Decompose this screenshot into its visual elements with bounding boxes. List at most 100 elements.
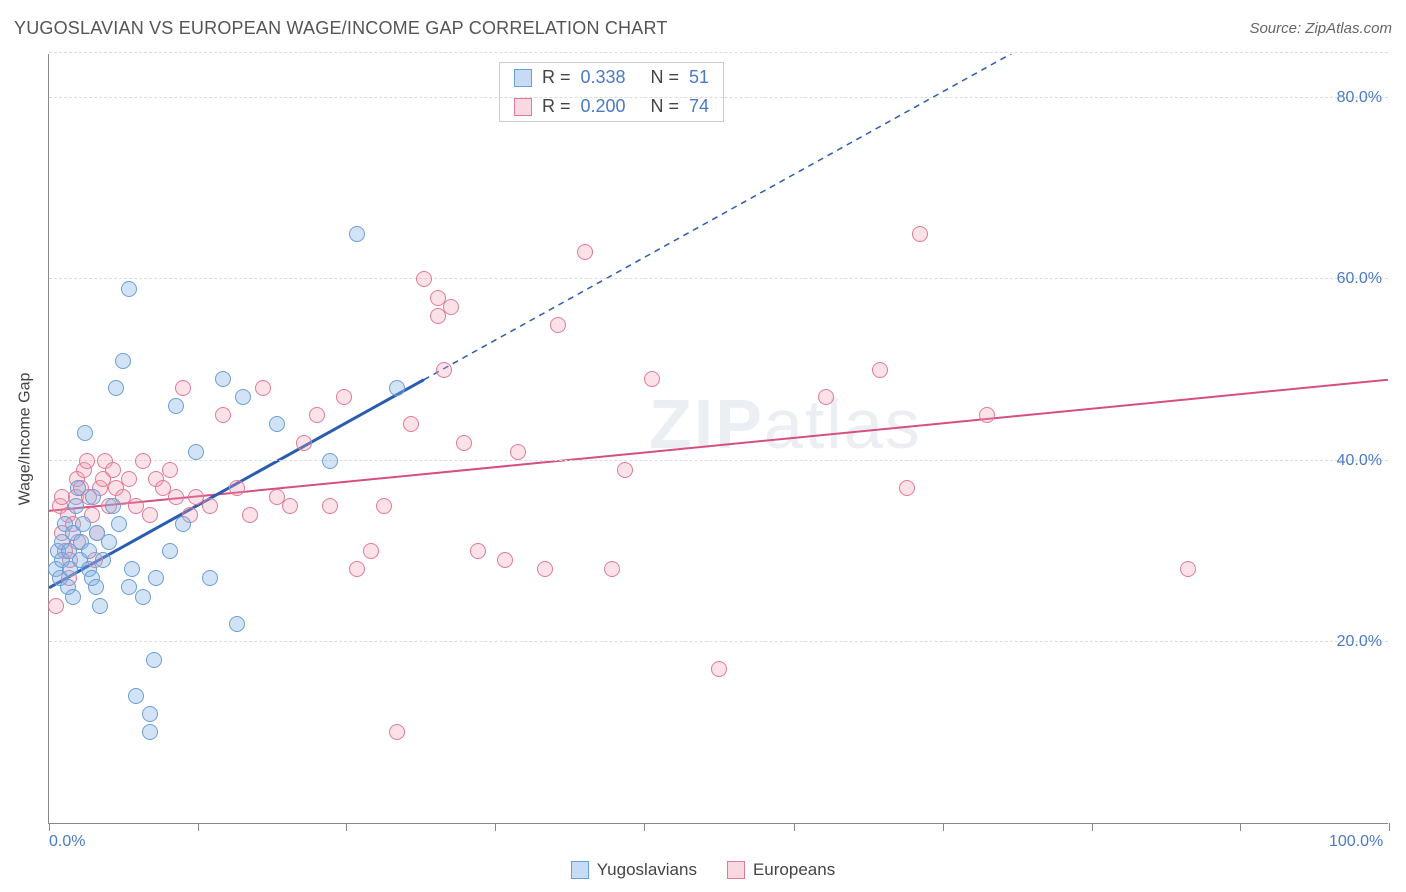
data-point-yugoslavians: [168, 398, 184, 414]
y-axis-label-wrap: Wage/Income Gap: [10, 54, 40, 824]
data-point-europeans: [443, 299, 459, 315]
data-point-europeans: [229, 480, 245, 496]
data-point-yugoslavians: [146, 652, 162, 668]
legend-swatch: [727, 861, 745, 879]
y-tick-label: 40.0%: [1337, 452, 1382, 470]
stats-row: R =0.338N =51: [500, 63, 723, 92]
data-point-yugoslavians: [68, 498, 84, 514]
data-point-europeans: [168, 489, 184, 505]
data-point-yugoslavians: [111, 516, 127, 532]
data-point-europeans: [550, 317, 566, 333]
data-point-europeans: [899, 480, 915, 496]
gridline: [49, 460, 1388, 461]
data-point-yugoslavians: [115, 353, 131, 369]
data-point-yugoslavians: [105, 498, 121, 514]
data-point-europeans: [389, 724, 405, 740]
chart-title: YUGOSLAVIAN VS EUROPEAN WAGE/INCOME GAP …: [14, 18, 668, 39]
data-point-yugoslavians: [349, 226, 365, 242]
data-point-yugoslavians: [188, 444, 204, 460]
watermark-zip: ZIP: [649, 385, 764, 463]
data-point-europeans: [282, 498, 298, 514]
y-tick-label: 60.0%: [1337, 270, 1382, 288]
x-tick: [198, 823, 199, 831]
data-point-yugoslavians: [135, 589, 151, 605]
gridline: [49, 52, 1388, 53]
x-tick: [1092, 823, 1093, 831]
data-point-europeans: [322, 498, 338, 514]
data-point-europeans: [436, 362, 452, 378]
data-point-europeans: [142, 507, 158, 523]
data-point-europeans: [872, 362, 888, 378]
header: YUGOSLAVIAN VS EUROPEAN WAGE/INCOME GAP …: [14, 18, 1392, 39]
data-point-europeans: [470, 543, 486, 559]
data-point-europeans: [818, 389, 834, 405]
x-tick-label: 100.0%: [1329, 833, 1383, 851]
data-point-europeans: [456, 435, 472, 451]
data-point-europeans: [403, 416, 419, 432]
data-point-europeans: [242, 507, 258, 523]
gridline: [49, 641, 1388, 642]
y-tick-label: 20.0%: [1337, 633, 1382, 651]
gridline: [49, 278, 1388, 279]
data-point-yugoslavians: [75, 516, 91, 532]
data-point-yugoslavians: [108, 380, 124, 396]
data-point-europeans: [162, 462, 178, 478]
data-point-yugoslavians: [65, 589, 81, 605]
legend-label: Yugoslavians: [597, 860, 697, 880]
data-point-yugoslavians: [95, 552, 111, 568]
data-point-yugoslavians: [101, 534, 117, 550]
data-point-europeans: [121, 471, 137, 487]
data-point-europeans: [336, 389, 352, 405]
stat-n-label: N =: [651, 96, 680, 117]
x-tick-label: 0.0%: [49, 833, 85, 851]
stat-n-label: N =: [651, 67, 680, 88]
x-tick: [495, 823, 496, 831]
data-point-yugoslavians: [142, 706, 158, 722]
gridline: [49, 97, 1388, 98]
stat-r-value: 0.338: [581, 67, 641, 88]
data-point-europeans: [376, 498, 392, 514]
data-point-europeans: [537, 561, 553, 577]
legend-swatch: [571, 861, 589, 879]
data-point-yugoslavians: [215, 371, 231, 387]
x-tick: [644, 823, 645, 831]
data-point-europeans: [296, 435, 312, 451]
data-point-europeans: [105, 462, 121, 478]
data-point-europeans: [363, 543, 379, 559]
stats-legend: R =0.338N =51R =0.200N =74: [499, 62, 724, 122]
data-point-yugoslavians: [124, 561, 140, 577]
legend-swatch: [514, 69, 532, 87]
data-point-yugoslavians: [142, 724, 158, 740]
data-point-europeans: [510, 444, 526, 460]
data-point-yugoslavians: [235, 389, 251, 405]
data-point-europeans: [202, 498, 218, 514]
data-point-yugoslavians: [121, 281, 137, 297]
data-point-europeans: [1180, 561, 1196, 577]
data-point-europeans: [309, 407, 325, 423]
data-point-europeans: [617, 462, 633, 478]
x-tick: [1240, 823, 1241, 831]
data-point-europeans: [79, 453, 95, 469]
data-point-yugoslavians: [162, 543, 178, 559]
data-point-yugoslavians: [77, 425, 93, 441]
data-point-europeans: [644, 371, 660, 387]
data-point-europeans: [912, 226, 928, 242]
series-legend: Yugoslavians Europeans: [0, 860, 1406, 880]
trendlines: [49, 54, 1388, 823]
data-point-europeans: [497, 552, 513, 568]
data-point-yugoslavians: [148, 570, 164, 586]
data-point-yugoslavians: [269, 416, 285, 432]
data-point-europeans: [604, 561, 620, 577]
data-point-europeans: [255, 380, 271, 396]
data-point-europeans: [711, 661, 727, 677]
x-tick: [346, 823, 347, 831]
data-point-yugoslavians: [389, 380, 405, 396]
x-tick: [794, 823, 795, 831]
data-point-europeans: [175, 380, 191, 396]
watermark-atlas: atlas: [764, 385, 922, 463]
data-point-europeans: [349, 561, 365, 577]
data-point-europeans: [48, 598, 64, 614]
legend-label: Europeans: [753, 860, 835, 880]
legend-swatch: [514, 98, 532, 116]
x-tick: [943, 823, 944, 831]
